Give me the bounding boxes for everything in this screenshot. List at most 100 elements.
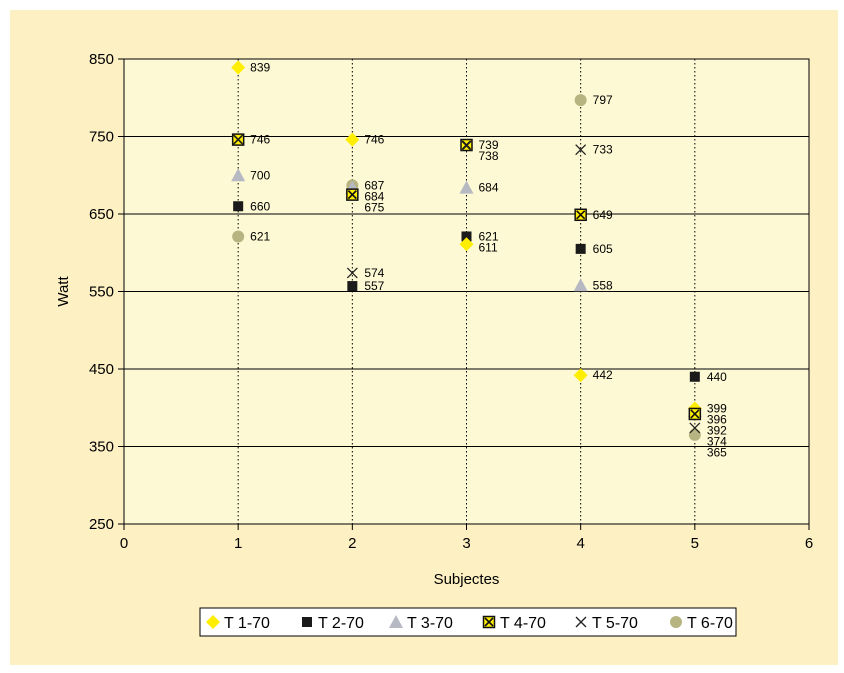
data-point: [689, 422, 701, 434]
legend-marker: [482, 615, 496, 629]
data-label: 557: [364, 279, 384, 293]
x-marker-stroke: [461, 140, 472, 152]
legend-label: T 6-70: [687, 615, 733, 632]
diamond-marker-shape: [345, 132, 360, 147]
data-label: 611: [479, 240, 498, 254]
legend-item: T 6-70: [670, 615, 733, 632]
data-label: 839: [250, 61, 270, 75]
circle-marker-shape: [574, 94, 587, 107]
legend-item: T 4-70: [482, 615, 546, 632]
data-point: [574, 208, 587, 222]
data-point: [573, 368, 588, 383]
data-point: [459, 180, 474, 194]
data-label: 574: [364, 266, 384, 280]
data-label: 746: [364, 133, 384, 147]
data-label: 621: [479, 229, 499, 243]
y-tick-label: 750: [89, 129, 114, 146]
square-marker-shape: [689, 371, 700, 382]
data-label: 675: [364, 200, 384, 214]
data-point: [461, 231, 472, 242]
data-point: [575, 144, 587, 156]
y-tick-label: 250: [89, 516, 114, 533]
boxed-x-marker-stroke: [484, 617, 494, 627]
data-label: 687: [364, 178, 384, 192]
square-marker-shape: [233, 201, 244, 212]
data-label: 738: [479, 149, 499, 163]
triangle-marker-shape: [389, 615, 403, 628]
circle-marker-shape: [232, 230, 245, 243]
data-label: 392: [707, 424, 727, 438]
diamond-marker-shape: [459, 237, 474, 252]
boxed-x-marker-stroke: [690, 409, 700, 419]
x-tick-label: 1: [234, 535, 242, 552]
legend-marker: [670, 616, 682, 628]
legend-item: T 3-70: [389, 615, 453, 632]
x-marker-stroke: [575, 144, 587, 156]
legend: T 1-70 T 2-70 T 3-70 T 4-70 T 5-70 T 6-70: [199, 607, 737, 637]
legend-marker: [302, 617, 312, 627]
triangle-marker-shape: [231, 168, 246, 182]
y-tick-label: 450: [89, 361, 114, 378]
data-label: 442: [593, 368, 613, 382]
y-axis-title: Watt: [55, 276, 72, 307]
data-point: [231, 168, 246, 182]
diamond-marker-shape: [573, 368, 588, 383]
x-marker-stroke: [232, 134, 244, 146]
square-marker-shape: [347, 281, 358, 292]
x-marker-stroke: [346, 267, 358, 279]
diamond-marker-shape: [206, 615, 220, 629]
data-point: [347, 281, 358, 292]
data-label: 621: [250, 229, 270, 243]
data-label: 797: [593, 93, 613, 107]
data-point: [461, 140, 472, 152]
data-label: 700: [250, 168, 270, 182]
square-marker-shape: [302, 617, 312, 627]
x-tick-label: 0: [120, 535, 128, 552]
legend-marker: [389, 615, 403, 628]
triangle-marker-shape: [573, 278, 588, 292]
x-tick-label: 2: [348, 535, 356, 552]
data-label: 605: [593, 242, 613, 256]
data-label: 746: [250, 133, 270, 147]
x-tick-label: 6: [805, 535, 813, 552]
data-point: [233, 201, 244, 212]
x-marker-stroke: [575, 616, 587, 628]
boxed-x-marker-stroke: [576, 210, 586, 220]
y-tick-label: 850: [89, 51, 114, 68]
data-label: 684: [364, 189, 384, 203]
data-point: [688, 428, 701, 441]
data-label: 558: [593, 278, 613, 292]
data-point: [574, 94, 587, 107]
x-marker-stroke: [689, 422, 701, 434]
legend-item: T 1-70: [206, 615, 270, 632]
legend-marker: [575, 616, 587, 628]
legend-label: T 1-70: [224, 615, 270, 632]
x-tick-label: 3: [462, 535, 470, 552]
data-labels: 8397467006606217466876846755745577397386…: [250, 61, 727, 460]
data-point: [346, 267, 358, 279]
diamond-marker-shape: [231, 60, 246, 75]
data-markers: [231, 60, 702, 441]
y-tick-label: 350: [89, 439, 114, 456]
data-point: [459, 237, 474, 252]
data-label: 739: [479, 138, 499, 152]
legend-label: T 2-70: [318, 615, 364, 632]
axis-ticks: 250 350 450 550 650 750 850 0 1 2 3 4 5 6: [89, 51, 813, 552]
scatter-chart: 250 350 450 550 650 750 850 0 1 2 3 4 5 6 839 746 700 66…: [55, 51, 813, 637]
data-label: 399: [707, 402, 727, 416]
data-label: 733: [593, 143, 613, 157]
legend-label: T 3-70: [407, 615, 453, 632]
data-point: [575, 243, 586, 254]
data-label: 660: [250, 199, 270, 213]
data-label: 684: [479, 181, 499, 195]
data-point: [231, 60, 246, 75]
boxed-x-marker-stroke: [347, 190, 357, 200]
legend-item: T 5-70: [575, 615, 638, 632]
data-label: 396: [707, 413, 727, 427]
square-marker-shape: [575, 243, 586, 254]
triangle-marker-shape: [459, 180, 474, 194]
legend-marker: [206, 615, 220, 629]
data-label: 365: [707, 446, 727, 460]
x-tick-label: 4: [576, 535, 584, 552]
data-point: [688, 407, 702, 421]
